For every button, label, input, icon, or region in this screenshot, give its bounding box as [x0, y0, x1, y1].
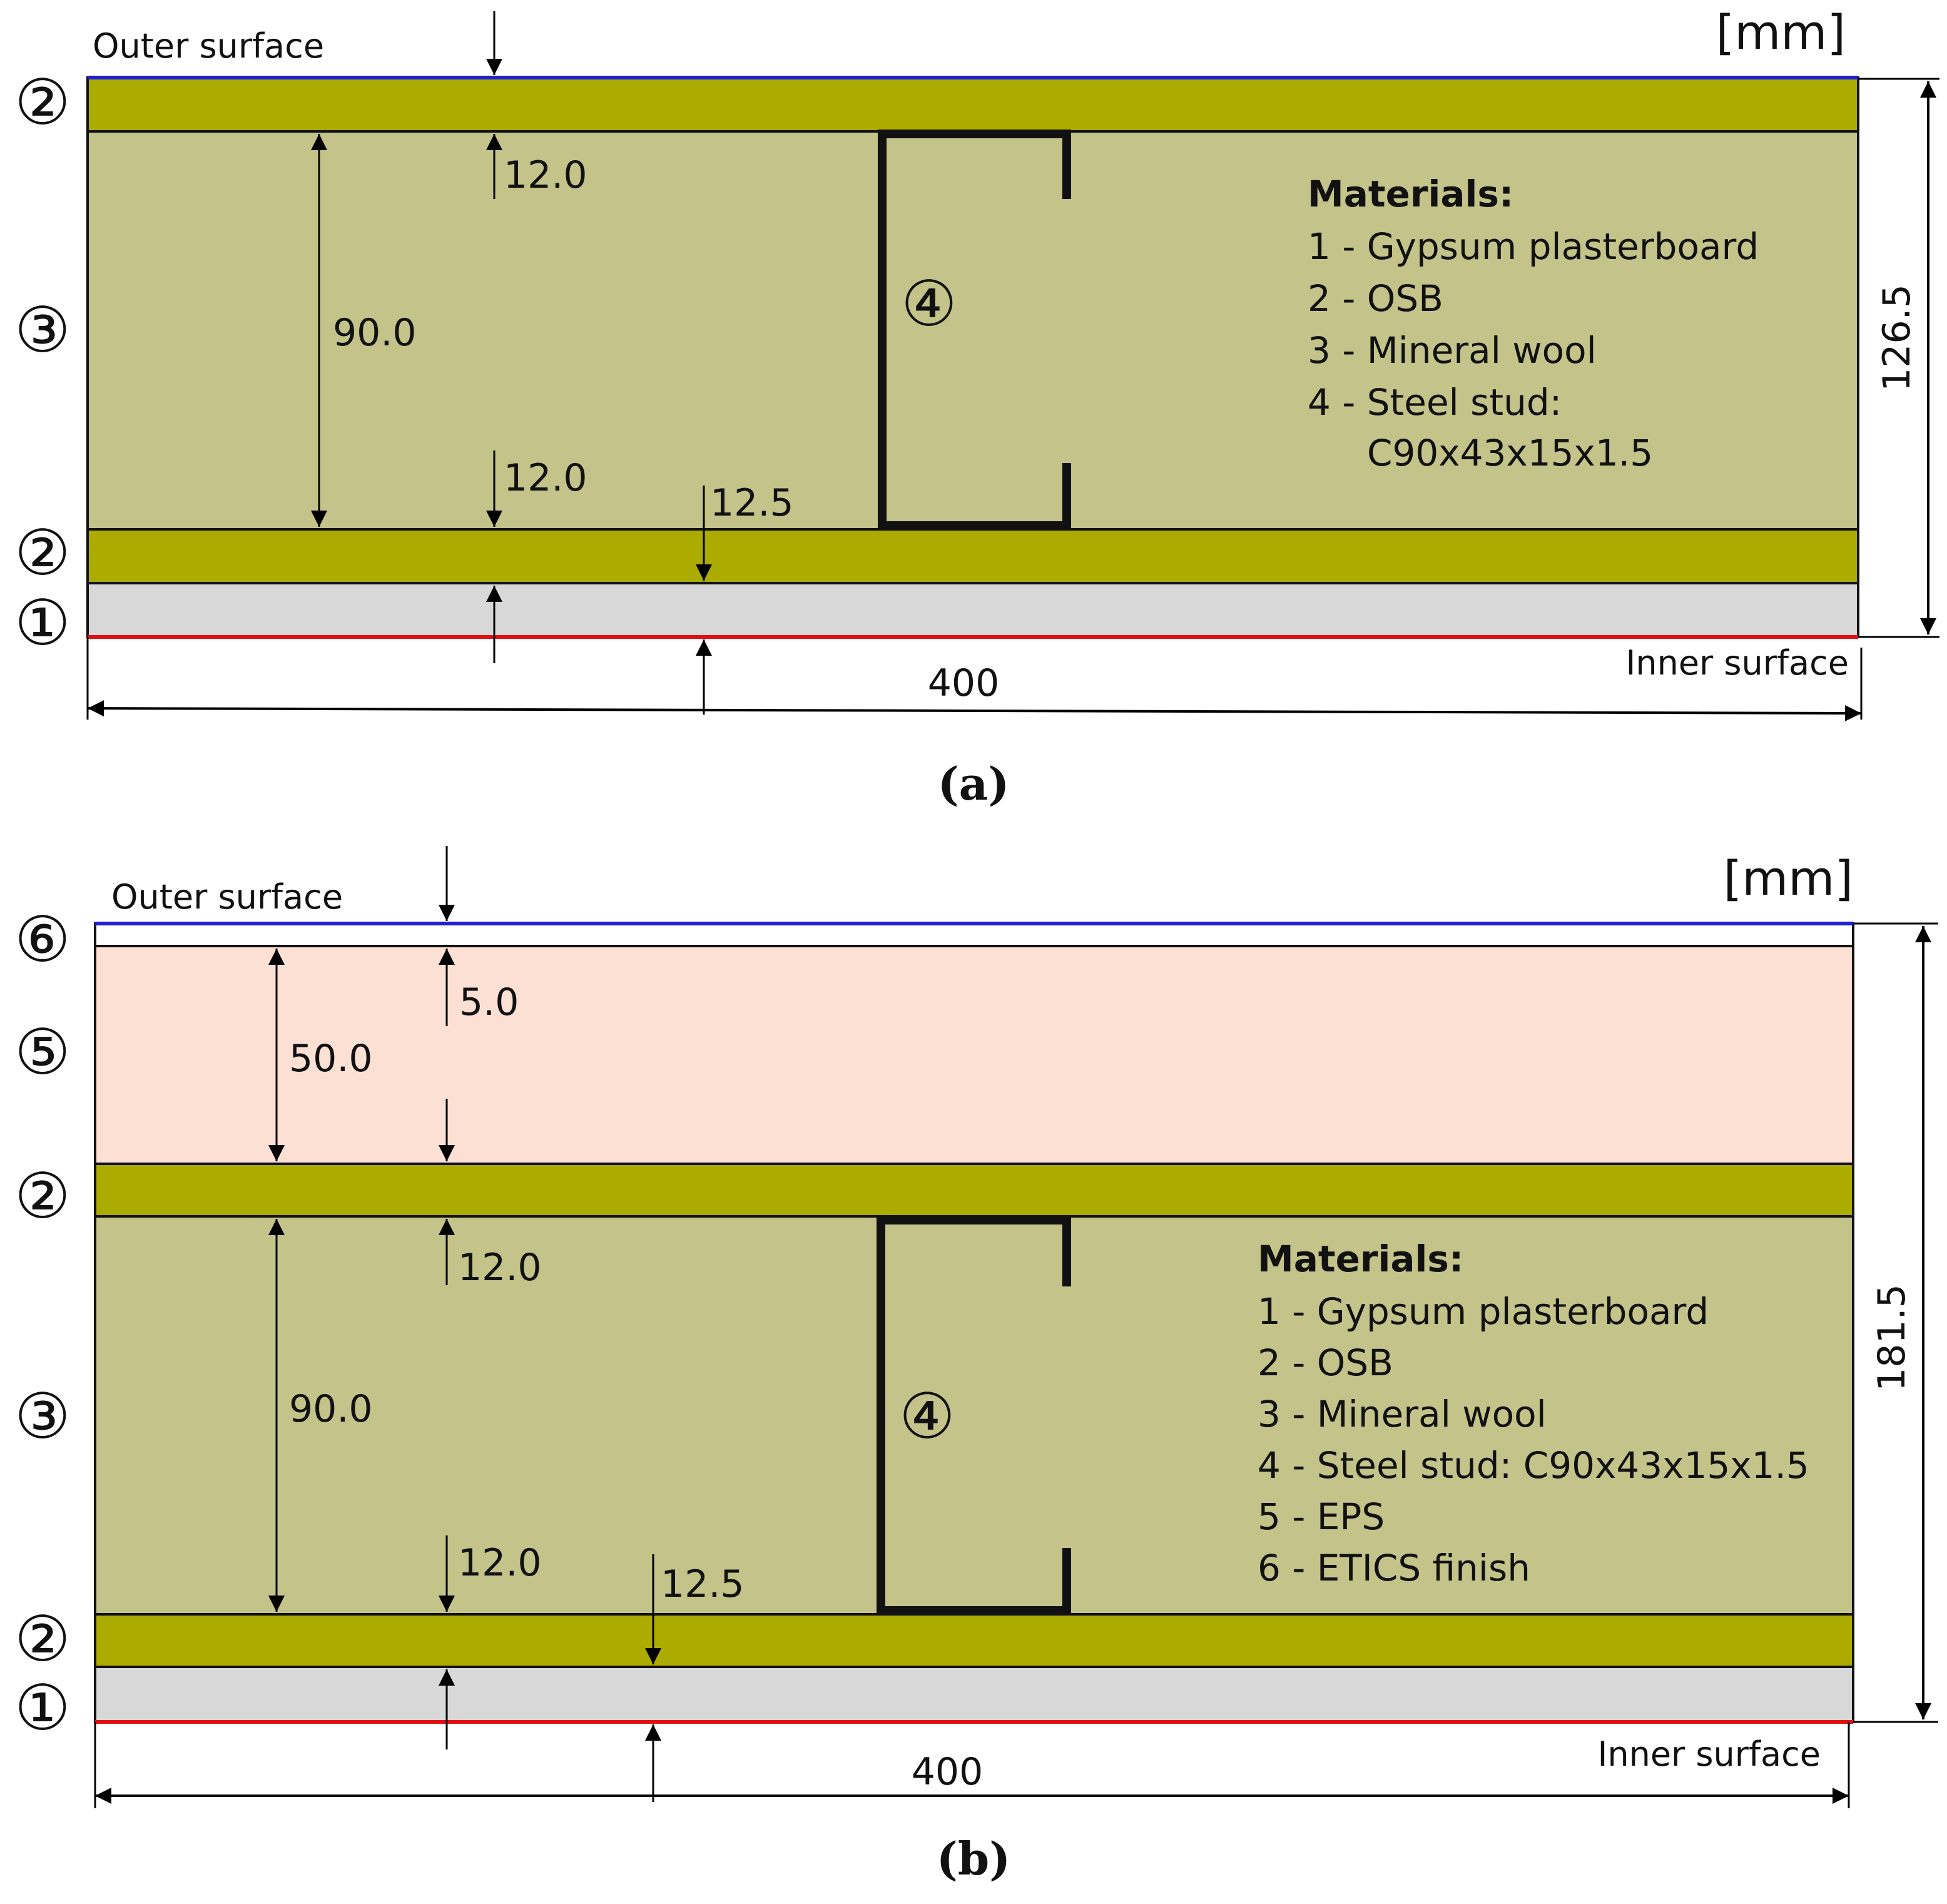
materials-item-1-b: 1 - Gypsum plasterboard: [1258, 1290, 1709, 1333]
layer-marker-gypsum-a: ①: [14, 586, 71, 659]
materials-item-2-a: 2 - OSB: [1308, 277, 1443, 320]
caption-a: (a): [938, 757, 1010, 810]
outer-surface-label-b: Outer surface: [111, 877, 343, 917]
dim-cavity-label-a: 90.0: [333, 311, 417, 355]
steel-stud-b: [877, 1216, 1071, 1615]
materials-legend-b: Materials: 1 - Gypsum plasterboard 2 - O…: [1258, 1238, 1809, 1589]
osb-bottom-layer-b: [94, 1613, 1854, 1668]
layer-marker-etics-b: ⑥: [14, 903, 71, 976]
materials-title-a: Materials:: [1308, 173, 1513, 215]
diagram-a: ② ③ ② ① ④ Outer surface [mm] Inner surfa…: [14, 4, 1939, 810]
layer-marker-gypsum-b: ①: [14, 1671, 71, 1744]
materials-item-4-b: 4 - Steel stud: C90x43x15x1.5: [1258, 1444, 1809, 1487]
materials-item-6-b: 6 - ETICS finish: [1258, 1547, 1530, 1589]
diagram-b: ⑥ ⑤ ② ③ ② ① ④ Outer surface [mm] Inner s…: [14, 846, 1938, 1885]
dim-finish-label-b: 5.0: [459, 980, 519, 1024]
layer-marker-osb-top-a: ②: [14, 66, 71, 139]
steel-stud-a: [878, 130, 1071, 530]
gypsum-layer-b: [94, 1666, 1854, 1723]
units-label-b: [mm]: [1724, 850, 1853, 906]
dim-total-label-a: 126.5: [1875, 284, 1919, 392]
etics-finish-layer-b: [94, 922, 1854, 947]
layer-marker-osb-bottom-a: ②: [14, 516, 71, 589]
dim-top-gap-label-b: 12.0: [458, 1246, 542, 1290]
layer-marker-osb-bottom-b: ②: [14, 1602, 71, 1676]
dim-bottom-gap-label-a: 12.0: [504, 456, 587, 500]
dim-total-label-b: 181.5: [1870, 1284, 1914, 1392]
gypsum-layer-a: [86, 582, 1859, 638]
caption-b: (b): [937, 1832, 1010, 1885]
mineral-wool-layer-b: [94, 1215, 1854, 1616]
osb-top-layer-a: [86, 76, 1859, 133]
dim-top-gap-label-a: 12.0: [504, 153, 587, 197]
materials-item-3-b: 3 - Mineral wool: [1258, 1393, 1547, 1435]
dim-width-label-a: 400: [928, 661, 1000, 705]
dim-board-label-b: 12.5: [661, 1562, 745, 1606]
layer-marker-mineral-wool-a: ③: [14, 293, 71, 367]
materials-item-3-a: 3 - Mineral wool: [1308, 329, 1597, 372]
eps-layer-b: [94, 945, 1854, 1165]
inner-surface-label-a: Inner surface: [1625, 643, 1849, 683]
inner-surface-label-b: Inner surface: [1597, 1734, 1821, 1774]
stud-marker-a: ④: [901, 267, 957, 340]
dim-width-label-b: 400: [912, 1750, 984, 1794]
dim-width-line-a: [87, 700, 1862, 721]
dim-eps-label-b: 50.0: [289, 1037, 373, 1081]
materials-item-2-b: 2 - OSB: [1258, 1341, 1393, 1384]
materials-item-4-a: 4 - Steel stud:: [1308, 381, 1562, 424]
mineral-wool-layer-a: [86, 130, 1859, 531]
outer-surface-label-a: Outer surface: [93, 26, 324, 66]
layer-marker-osb-top-b: ②: [14, 1159, 71, 1233]
layer-marker-eps-b: ⑤: [14, 1016, 71, 1089]
osb-top-layer-b: [94, 1163, 1854, 1218]
layer-marker-mineral-wool-b: ③: [14, 1380, 71, 1453]
dim-cavity-label-b: 90.0: [289, 1387, 373, 1431]
dim-board-label-a: 12.5: [710, 481, 794, 525]
materials-item-5-b: 5 - EPS: [1258, 1495, 1385, 1538]
materials-item-4b-a: C90x43x15x1.5: [1367, 432, 1653, 474]
stud-marker-b: ④: [899, 1380, 955, 1453]
materials-legend-a: Materials: 1 - Gypsum plasterboard 2 - O…: [1308, 173, 1759, 474]
materials-title-b: Materials:: [1258, 1238, 1463, 1280]
units-label-a: [mm]: [1716, 4, 1846, 60]
dim-bottom-gap-label-b: 12.0: [458, 1541, 542, 1585]
osb-bottom-layer-a: [86, 528, 1859, 584]
materials-item-1-a: 1 - Gypsum plasterboard: [1308, 225, 1759, 268]
